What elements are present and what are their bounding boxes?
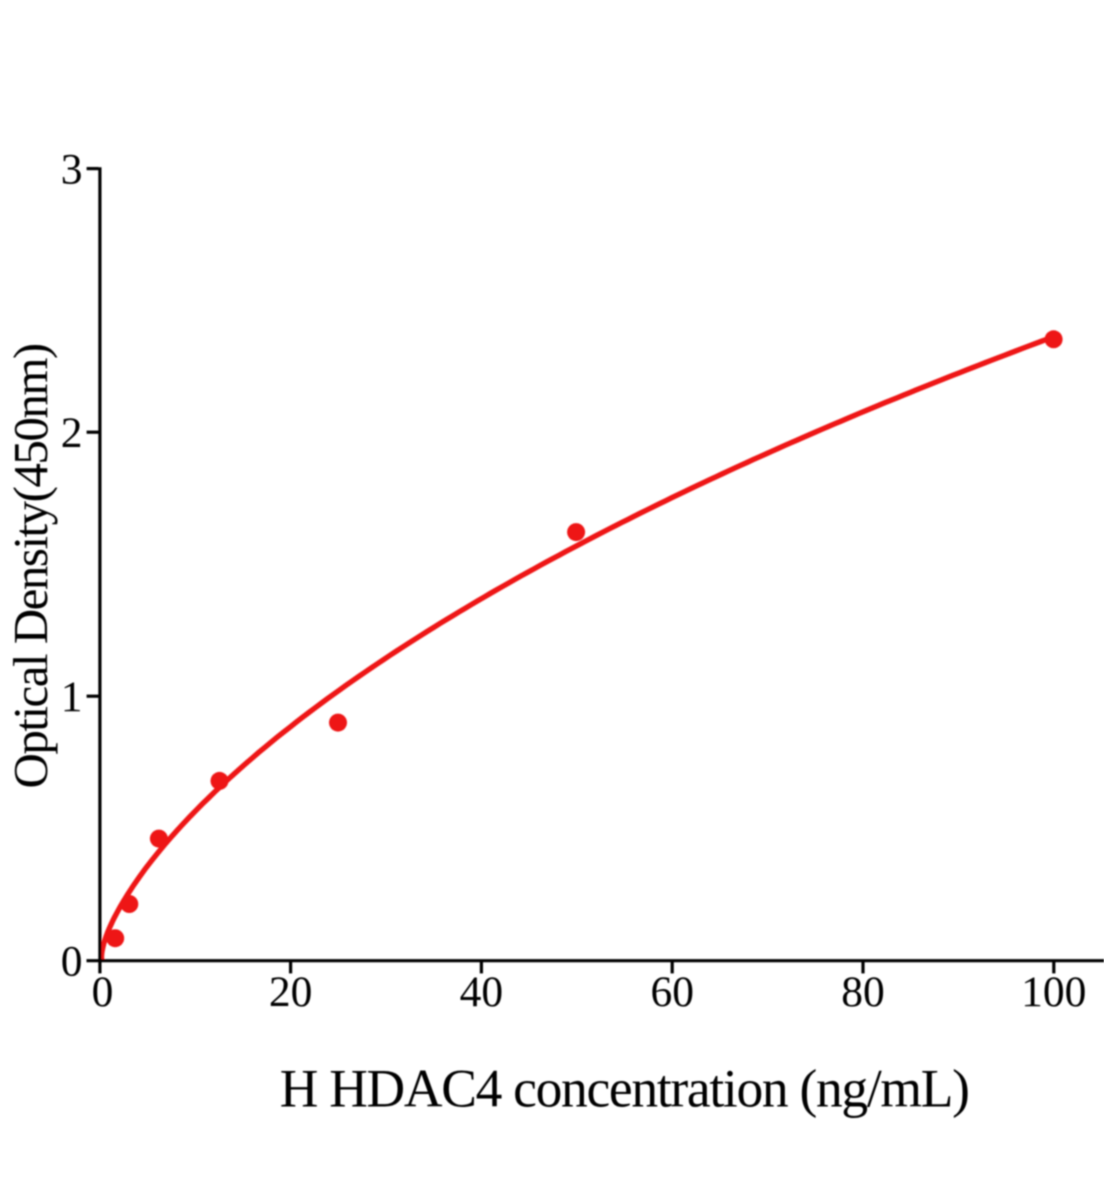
svg-text:60: 60 bbox=[650, 968, 694, 1016]
svg-text:80: 80 bbox=[841, 968, 885, 1016]
svg-text:H HDAC4 concentration (ng/mL): H HDAC4 concentration (ng/mL) bbox=[280, 1059, 969, 1119]
svg-text:0: 0 bbox=[92, 968, 114, 1016]
svg-text:100: 100 bbox=[1021, 968, 1086, 1016]
svg-text:0: 0 bbox=[61, 937, 83, 985]
svg-text:3: 3 bbox=[61, 146, 83, 194]
svg-text:Optical Density(450nm): Optical Density(450nm) bbox=[3, 344, 58, 788]
svg-text:40: 40 bbox=[460, 968, 504, 1016]
svg-text:20: 20 bbox=[269, 968, 313, 1016]
svg-text:2: 2 bbox=[61, 409, 83, 457]
svg-text:1: 1 bbox=[61, 673, 83, 721]
